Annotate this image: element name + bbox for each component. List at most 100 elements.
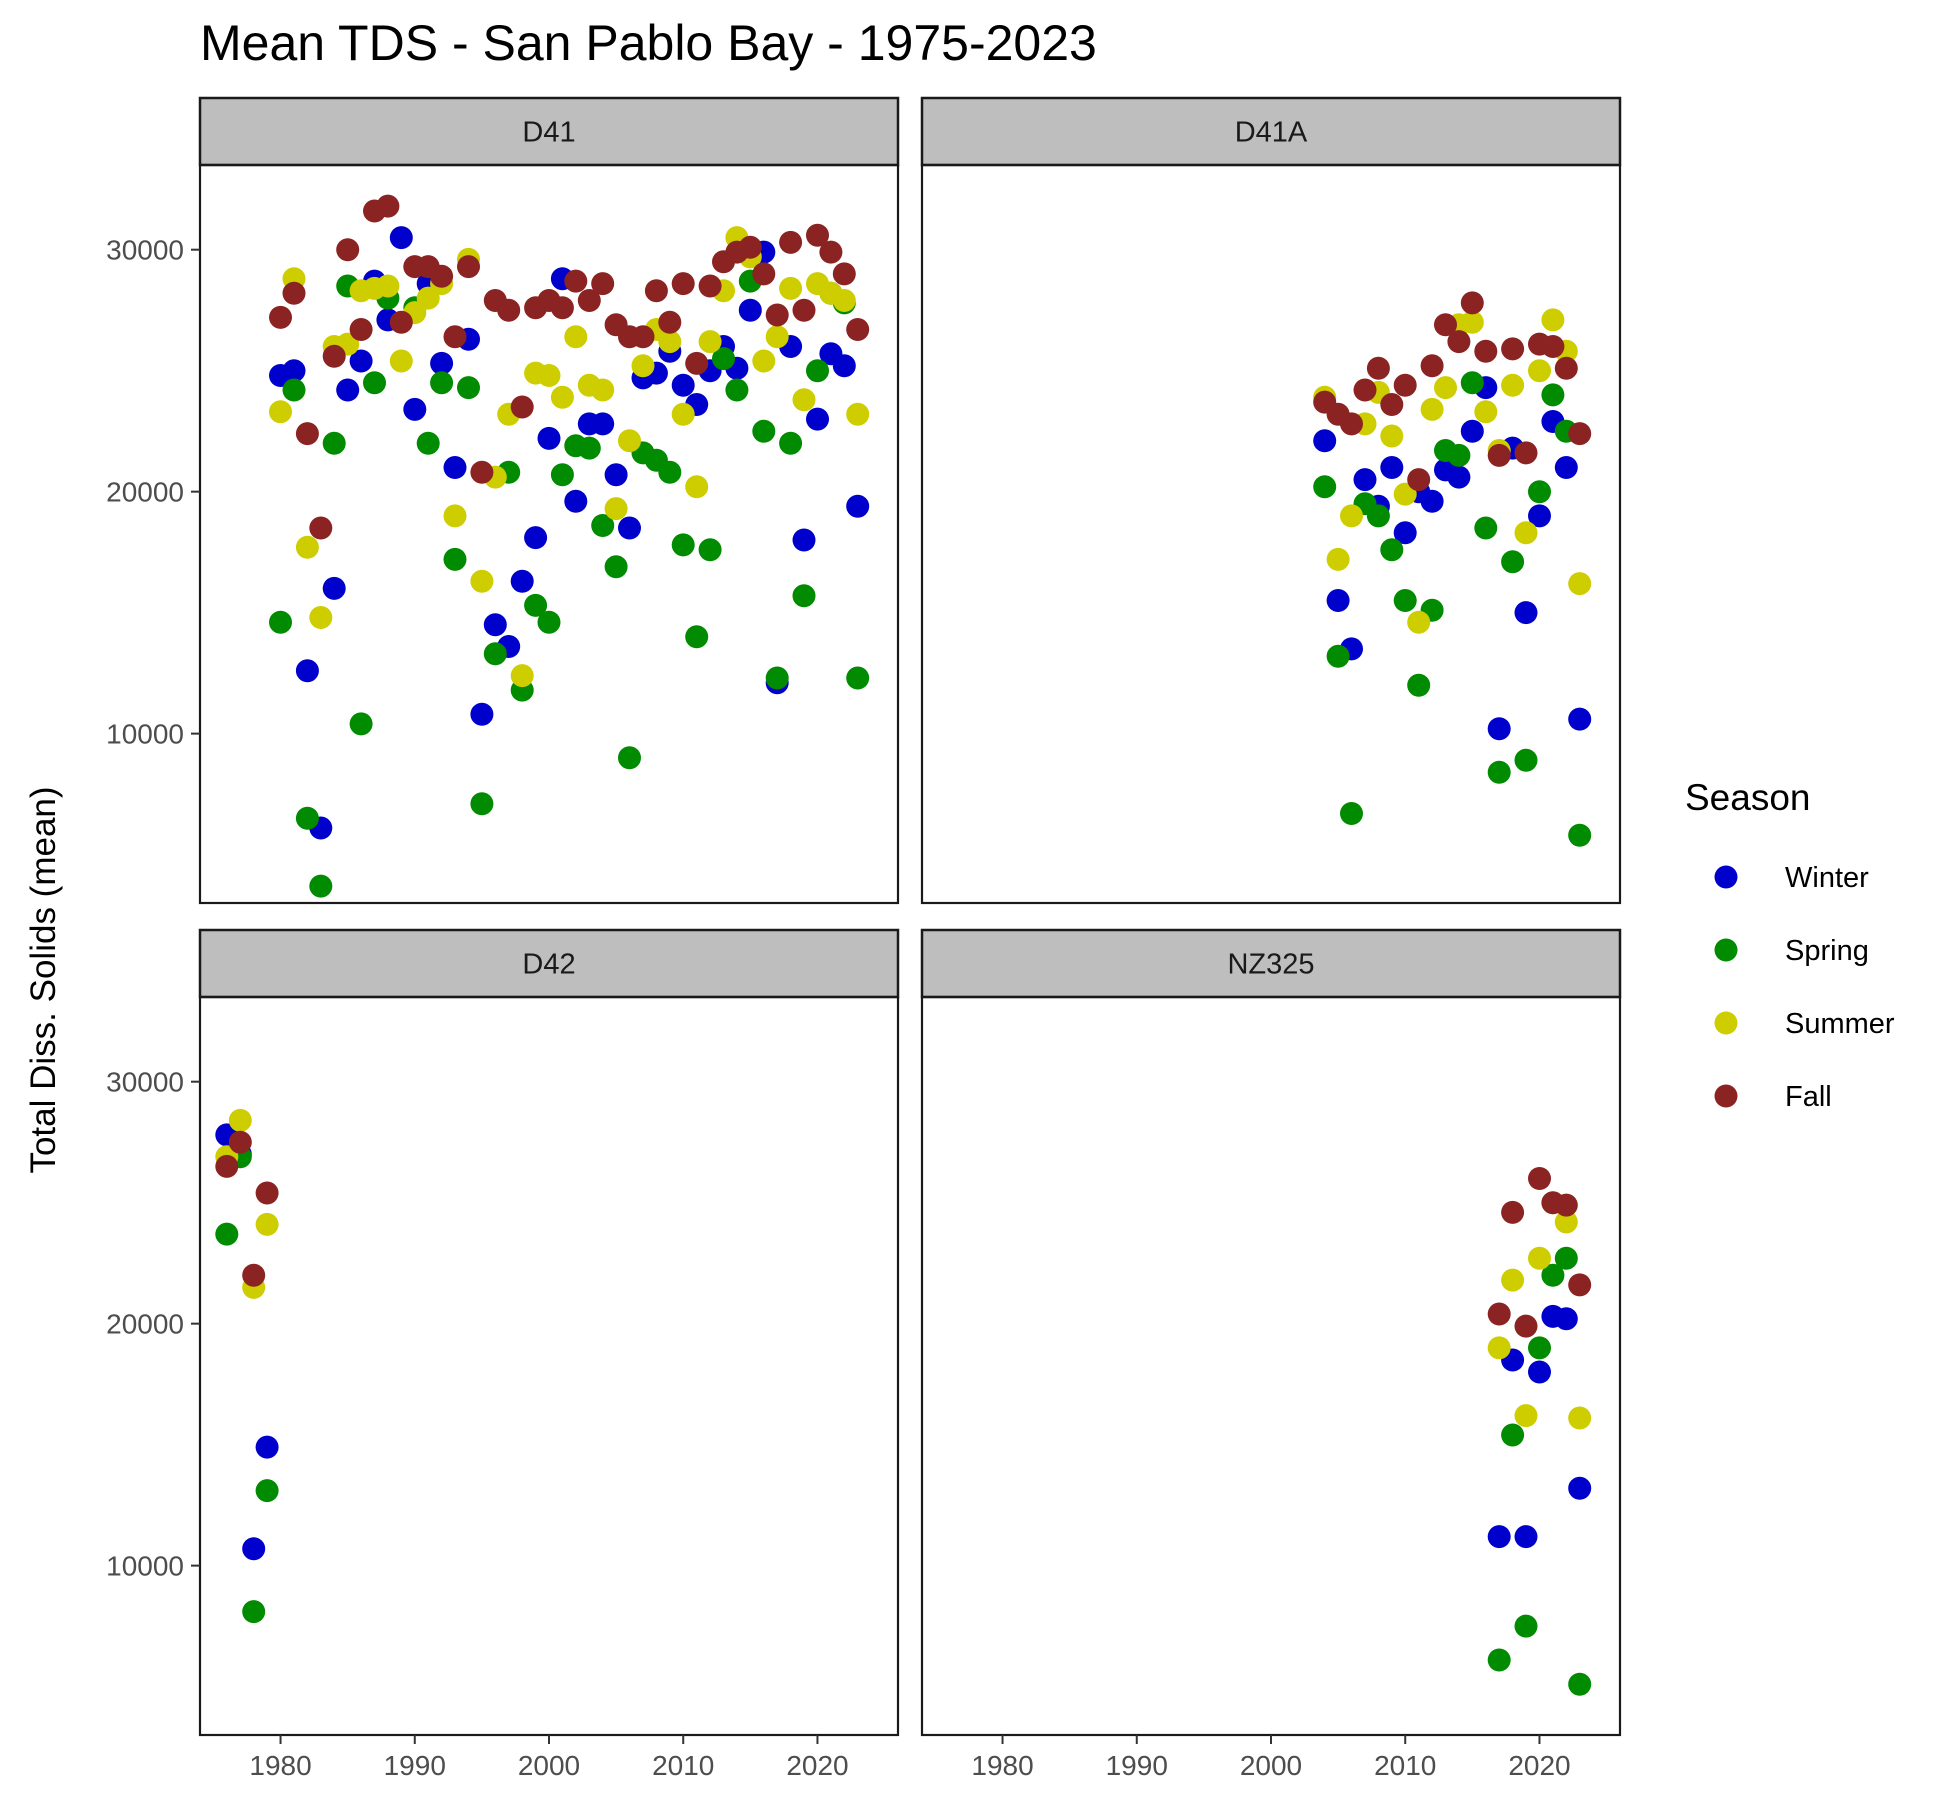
data-point <box>1366 356 1390 380</box>
data-point <box>685 351 709 375</box>
data-point <box>618 746 641 770</box>
data-point <box>1326 547 1350 571</box>
data-point <box>457 376 480 400</box>
data-point <box>1380 538 1404 562</box>
data-point <box>685 475 709 499</box>
data-point <box>470 792 494 816</box>
data-point <box>1313 429 1337 453</box>
data-point <box>846 666 870 690</box>
data-point <box>349 318 373 341</box>
data-point <box>1407 468 1431 492</box>
data-point <box>1528 1336 1551 1360</box>
panel-d41: D41 10000 20000 30000 <box>106 96 900 905</box>
data-point <box>1541 308 1565 332</box>
data-point <box>537 364 561 387</box>
data-point <box>1353 468 1377 492</box>
data-point <box>1528 504 1551 528</box>
x-tick-label: 2000 <box>1240 1750 1302 1781</box>
data-points <box>269 194 870 898</box>
data-point <box>1393 482 1417 506</box>
data-point <box>349 349 373 373</box>
x-tick-label: 2010 <box>1374 1750 1436 1781</box>
data-point <box>510 395 534 419</box>
data-point <box>443 325 467 349</box>
data-point <box>1326 589 1350 612</box>
y-tick-label: 10000 <box>106 719 184 750</box>
y-tick-label: 20000 <box>106 477 184 508</box>
data-point <box>1501 373 1525 397</box>
data-point <box>1554 1307 1578 1331</box>
data-point <box>483 613 507 637</box>
data-point <box>1514 601 1538 625</box>
data-point <box>1460 371 1484 395</box>
data-point <box>779 431 803 455</box>
data-point <box>698 330 722 354</box>
data-point <box>1514 521 1538 545</box>
series-spring <box>269 269 870 898</box>
data-point <box>1568 1273 1592 1297</box>
data-point <box>1340 412 1363 436</box>
data-point <box>510 569 534 593</box>
x-tick-label: 1990 <box>384 1750 446 1781</box>
data-point <box>846 494 870 518</box>
data-point <box>255 1435 279 1459</box>
data-point <box>255 1181 279 1205</box>
series-summer <box>1313 308 1592 634</box>
data-point <box>738 298 762 322</box>
panel-d42: D42 10000 20000 30000 1980 1990 2000 2010 2020 <box>106 928 900 1781</box>
data-point <box>618 429 641 453</box>
data-point <box>765 666 789 690</box>
x-tick-label: 2020 <box>786 1750 848 1781</box>
data-point <box>1313 475 1337 499</box>
data-point <box>658 310 682 334</box>
data-point <box>1460 291 1484 315</box>
data-point <box>215 1154 239 1178</box>
x-tick-label: 2000 <box>518 1750 580 1781</box>
data-point <box>604 463 628 487</box>
data-point <box>1568 1406 1592 1430</box>
legend-title: Season <box>1685 777 1811 818</box>
legend-item-spring: Spring <box>1714 935 1869 967</box>
data-point <box>1568 1476 1592 1500</box>
data-point <box>832 262 856 286</box>
panel-border <box>198 163 900 905</box>
data-point <box>1487 717 1511 741</box>
data-point <box>685 625 709 649</box>
data-point <box>564 325 588 349</box>
data-point <box>1380 393 1404 416</box>
data-point <box>1380 456 1404 479</box>
data-point <box>658 460 682 484</box>
legend-item-winter: Winter <box>1714 862 1869 894</box>
data-point <box>349 712 373 736</box>
y-tick-label: 30000 <box>106 1067 184 1098</box>
data-point <box>752 349 776 373</box>
data-point <box>1487 760 1511 784</box>
data-point <box>819 240 843 264</box>
data-point <box>832 289 856 312</box>
x-tick-label: 2010 <box>652 1750 714 1781</box>
data-point <box>1366 504 1390 528</box>
data-point <box>1514 441 1538 465</box>
data-point <box>430 264 454 288</box>
data-point <box>752 419 776 443</box>
legend: Winter Spring Summer Fall <box>1714 862 1895 1113</box>
data-point <box>1474 400 1498 424</box>
data-point <box>443 547 467 571</box>
data-point <box>1487 1302 1511 1326</box>
data-point <box>1528 1167 1551 1190</box>
data-point <box>792 388 816 412</box>
data-point <box>1554 356 1578 380</box>
data-point <box>416 431 440 455</box>
data-point <box>255 1479 279 1503</box>
data-point <box>322 431 346 455</box>
data-point <box>671 533 695 557</box>
data-point <box>1420 354 1444 378</box>
legend-label: Fall <box>1785 1081 1832 1113</box>
data-point <box>242 1537 266 1561</box>
data-point <box>1568 707 1592 731</box>
data-point <box>309 606 333 629</box>
series-winter <box>1487 1304 1592 1549</box>
data-point <box>295 535 319 559</box>
data-point <box>1541 383 1565 407</box>
data-point <box>537 426 561 450</box>
